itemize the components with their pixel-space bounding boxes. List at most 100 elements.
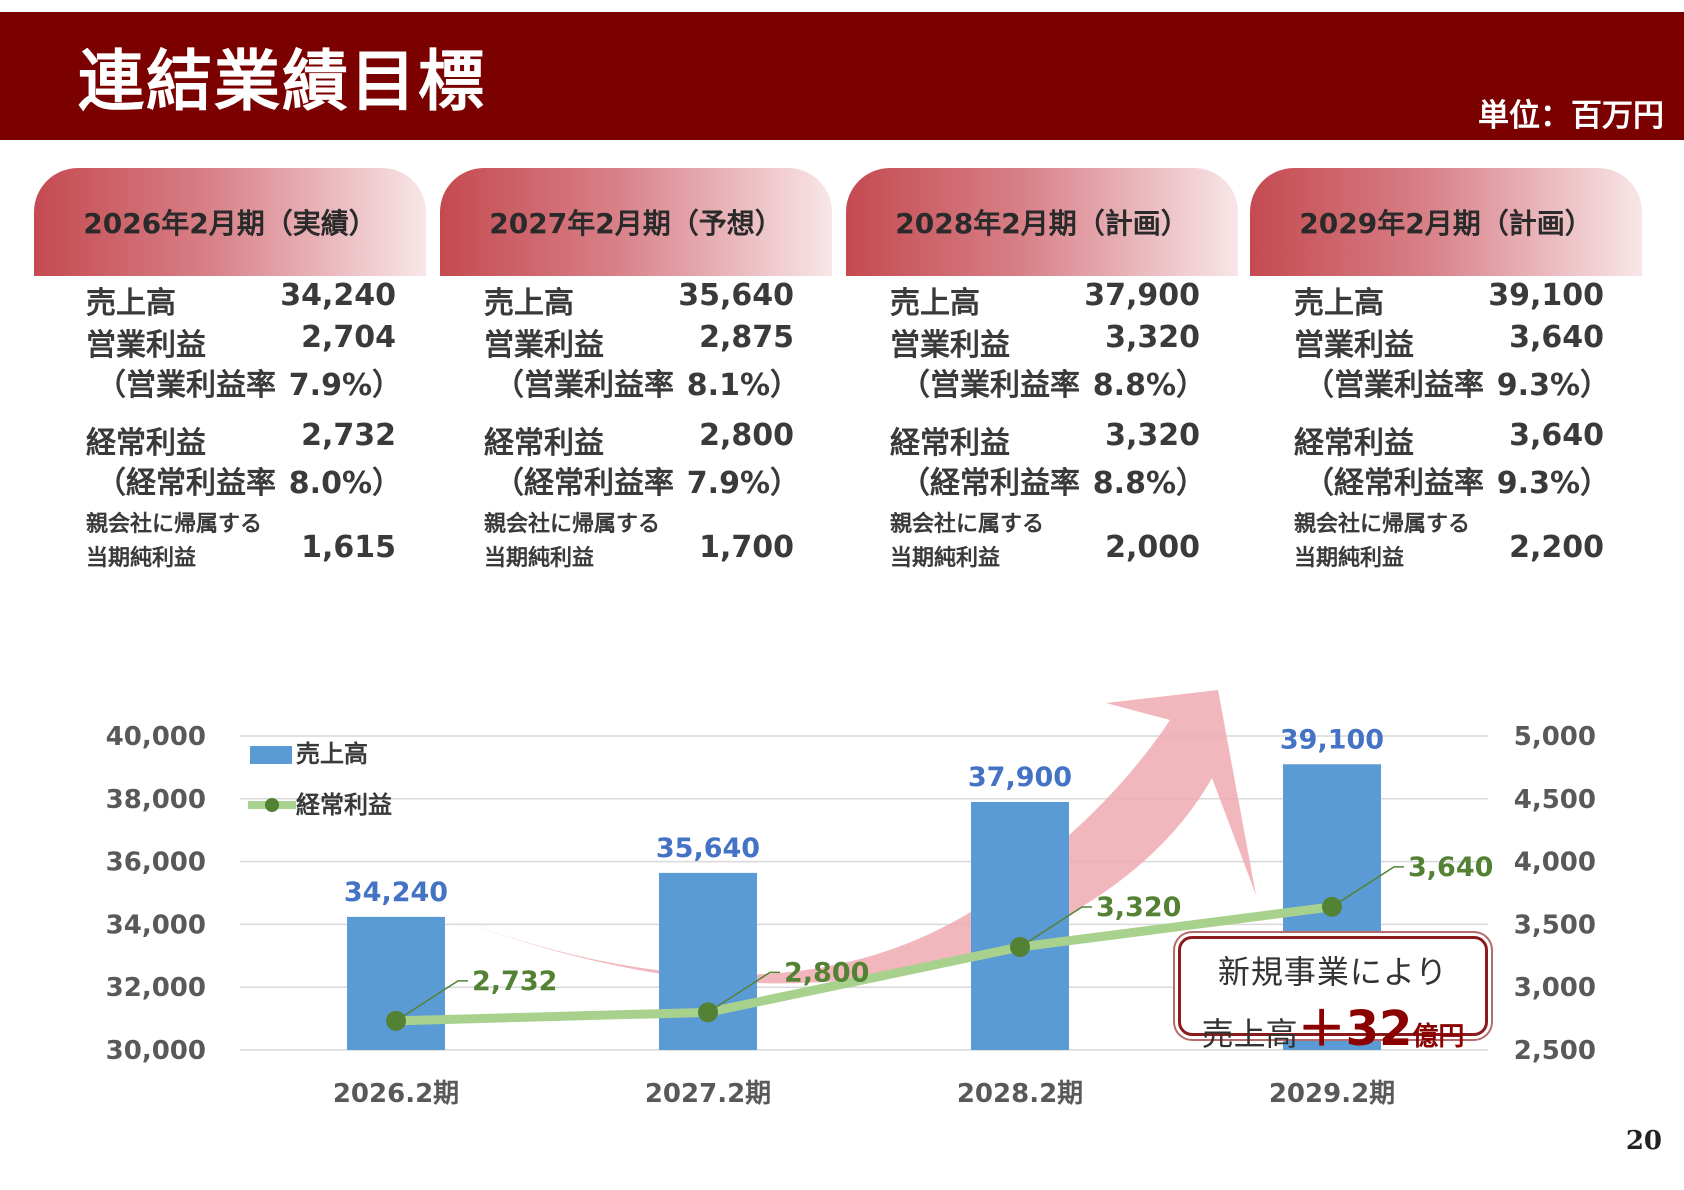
op-margin-value: 7.9%） — [288, 368, 402, 403]
ord-income-label: 経常利益 — [890, 426, 1010, 461]
data-label-leader — [1331, 866, 1404, 908]
net-label-1: 親会社に帰属する — [484, 512, 661, 537]
ord-margin-label: （経常利益率 — [1304, 466, 1484, 501]
op-income-label: 営業利益 — [890, 328, 1010, 363]
op-income-label: 営業利益 — [484, 328, 604, 363]
page-title: 連結業績目標 — [78, 43, 486, 120]
data-label-leader — [1019, 906, 1092, 948]
sales-bar-label: 37,900 — [968, 762, 1072, 793]
x-category-label: 2027.2期 — [645, 1079, 771, 1109]
ord-income-value: 3,320 — [1105, 418, 1200, 453]
ord-income-label: 経常利益 — [86, 426, 206, 461]
sales-bar-label: 34,240 — [344, 877, 448, 908]
y-left-tick-label: 36,000 — [106, 848, 206, 878]
ordinary-income-label: 3,320 — [1096, 892, 1181, 923]
ord-margin-value: 8.8%） — [1092, 466, 1206, 501]
page-number: 20 — [1625, 1126, 1662, 1156]
legend-swatch-sales — [250, 746, 292, 764]
net-label-1: 親会社に帰属する — [86, 512, 263, 537]
ordinary-income-label: 2,732 — [472, 966, 557, 997]
sales-value: 35,640 — [678, 278, 794, 313]
sales-label: 売上高 — [484, 286, 574, 321]
net-label-2: 当期純利益 — [1294, 546, 1405, 571]
y-left-tick-label: 32,000 — [106, 973, 206, 1003]
op-margin-label: （営業利益率 — [494, 368, 674, 403]
ord-margin-label: （経常利益率 — [494, 466, 674, 501]
y-left-tick-label: 40,000 — [106, 722, 206, 752]
column-header: 2027年2月期（予想） — [440, 168, 832, 276]
legend-label-sales: 売上高 — [296, 740, 368, 768]
summary-column-2027: 2027年2月期（予想） 売上高 35,640 営業利益 2,875 （営業利益率 8… — [440, 168, 832, 571]
ord-income-label: 経常利益 — [484, 426, 604, 461]
data-label-leader — [395, 980, 468, 1022]
sales-bar-label: 35,640 — [656, 833, 760, 864]
ord-income-value: 2,800 — [699, 418, 794, 453]
ord-income-value: 3,640 — [1509, 418, 1604, 453]
op-income-value: 3,320 — [1105, 320, 1200, 355]
sales-value: 34,240 — [280, 278, 396, 313]
column-header: 2028年2月期（計画） — [846, 168, 1238, 276]
ord-margin-value: 7.9%） — [686, 466, 800, 501]
y-left-tick-label: 38,000 — [106, 785, 206, 815]
net-income-value: 1,700 — [699, 530, 794, 565]
ord-margin-label: （経常利益率 — [96, 466, 276, 501]
callout-box: 新規事業により 売上高＋32億円 — [1178, 936, 1488, 1057]
net-label-2: 当期純利益 — [86, 546, 197, 571]
sales-label: 売上高 — [1294, 286, 1384, 321]
ordinary-income-label: 2,800 — [784, 957, 869, 988]
sales-bar — [659, 872, 757, 1050]
x-category-label: 2026.2期 — [333, 1079, 459, 1109]
growth-arrow — [438, 690, 1256, 984]
net-income-value: 2,000 — [1105, 530, 1200, 565]
op-margin-value: 9.3%） — [1496, 368, 1610, 403]
op-income-label: 営業利益 — [86, 328, 206, 363]
ordinary-income-line — [395, 902, 1333, 1026]
legend-swatch-ordinary-marker — [265, 798, 279, 812]
summary-column-2028: 2028年2月期（計画） 売上高 37,900 営業利益 3,320 （営業利益率 8… — [846, 168, 1238, 571]
net-label-2: 当期純利益 — [484, 546, 595, 571]
ord-margin-label: （経常利益率 — [900, 466, 1080, 501]
x-category-label: 2029.2期 — [1269, 1079, 1395, 1109]
ord-margin-value: 8.0%） — [288, 466, 402, 501]
op-income-value: 3,640 — [1509, 320, 1604, 355]
sales-bar-label: 39,100 — [1280, 724, 1384, 755]
summary-column-2029: 2029年2月期（計画） 売上高 39,100 営業利益 3,640 （営業利益率 9… — [1250, 168, 1642, 571]
sales-bar — [971, 801, 1069, 1050]
sales-label: 売上高 — [86, 286, 176, 321]
column-header: 2029年2月期（計画） — [1250, 168, 1642, 276]
net-income-value: 2,200 — [1509, 530, 1604, 565]
sales-label: 売上高 — [890, 286, 980, 321]
y-right-tick-label: 4,500 — [1514, 785, 1596, 815]
op-margin-label: （営業利益率 — [96, 368, 276, 403]
data-label-leader — [707, 971, 780, 1013]
op-income-value: 2,875 — [699, 320, 794, 355]
sales-value: 39,100 — [1488, 278, 1604, 313]
op-income-label: 営業利益 — [1294, 328, 1414, 363]
column-header: 2026年2月期（実績） — [34, 168, 426, 276]
callout-suffix: 億円 — [1412, 1022, 1465, 1052]
y-right-tick-label: 2,500 — [1514, 1036, 1596, 1066]
op-income-value: 2,704 — [301, 320, 396, 355]
op-margin-value: 8.8%） — [1092, 368, 1206, 403]
y-left-tick-label: 34,000 — [106, 910, 206, 940]
x-category-label: 2028.2期 — [957, 1079, 1083, 1109]
callout-plus: ＋32 — [1297, 1001, 1413, 1057]
title-banner — [0, 12, 1684, 140]
summary-column-2026: 2026年2月期（実績） 売上高 34,240 営業利益 2,704 （営業利益率 7… — [34, 168, 426, 571]
net-label-1: 親会社に属する — [890, 512, 1045, 537]
ordinary-income-label: 3,640 — [1408, 852, 1493, 883]
net-label-1: 親会社に帰属する — [1294, 512, 1471, 537]
callout-prefix: 売上高 — [1201, 1015, 1298, 1053]
net-income-value: 1,615 — [301, 530, 396, 565]
ord-income-value: 2,732 — [301, 418, 396, 453]
op-margin-label: （営業利益率 — [1304, 368, 1484, 403]
y-right-tick-label: 3,000 — [1514, 973, 1596, 1003]
op-margin-value: 8.1%） — [686, 368, 800, 403]
y-right-tick-label: 3,500 — [1514, 910, 1596, 940]
callout-line2: 売上高＋32億円 — [1181, 989, 1485, 1059]
y-left-tick-label: 30,000 — [106, 1036, 206, 1066]
ord-margin-value: 9.3%） — [1496, 466, 1610, 501]
ordinary-income-marker — [386, 1010, 406, 1031]
callout-line1: 新規事業により — [1217, 953, 1449, 991]
y-right-tick-label: 4,000 — [1514, 848, 1596, 878]
